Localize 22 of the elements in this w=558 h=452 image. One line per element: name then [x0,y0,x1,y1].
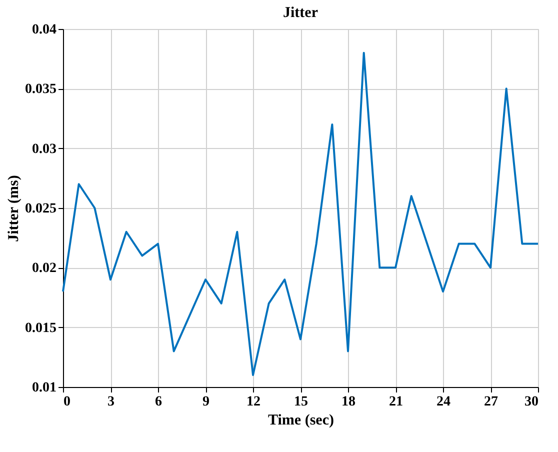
y-tick-label: 0.025 [25,202,56,216]
y-tick-label: 0.02 [32,261,56,276]
x-tick-label: 30 [524,394,538,410]
y-tick-label: 0.015 [25,320,56,336]
y-axis-title: Jitter (ms) [6,175,22,242]
x-tick-label: 0 [64,394,70,410]
line-series [62,52,539,376]
x-axis-title: Time (sec) [268,412,334,428]
x-tick-label: 24 [436,394,450,410]
y-tick-label: 0.03 [32,142,56,157]
x-tick-label: 6 [155,394,162,410]
chart-title: Jitter [283,5,318,21]
x-tick-label: 21 [389,394,403,410]
x-tick-label: 9 [202,394,210,410]
y-tick-label: 0.01 [32,380,56,396]
y-tick-label: 0.04 [32,22,56,38]
x-tick-label: 12 [246,394,260,410]
y-tick-label: 0.035 [25,82,56,98]
x-tick-label: 27 [484,394,498,410]
x-tick-label: 3 [108,394,114,410]
x-tick-label: 18 [342,394,356,410]
x-tick-label: 15 [294,394,308,410]
